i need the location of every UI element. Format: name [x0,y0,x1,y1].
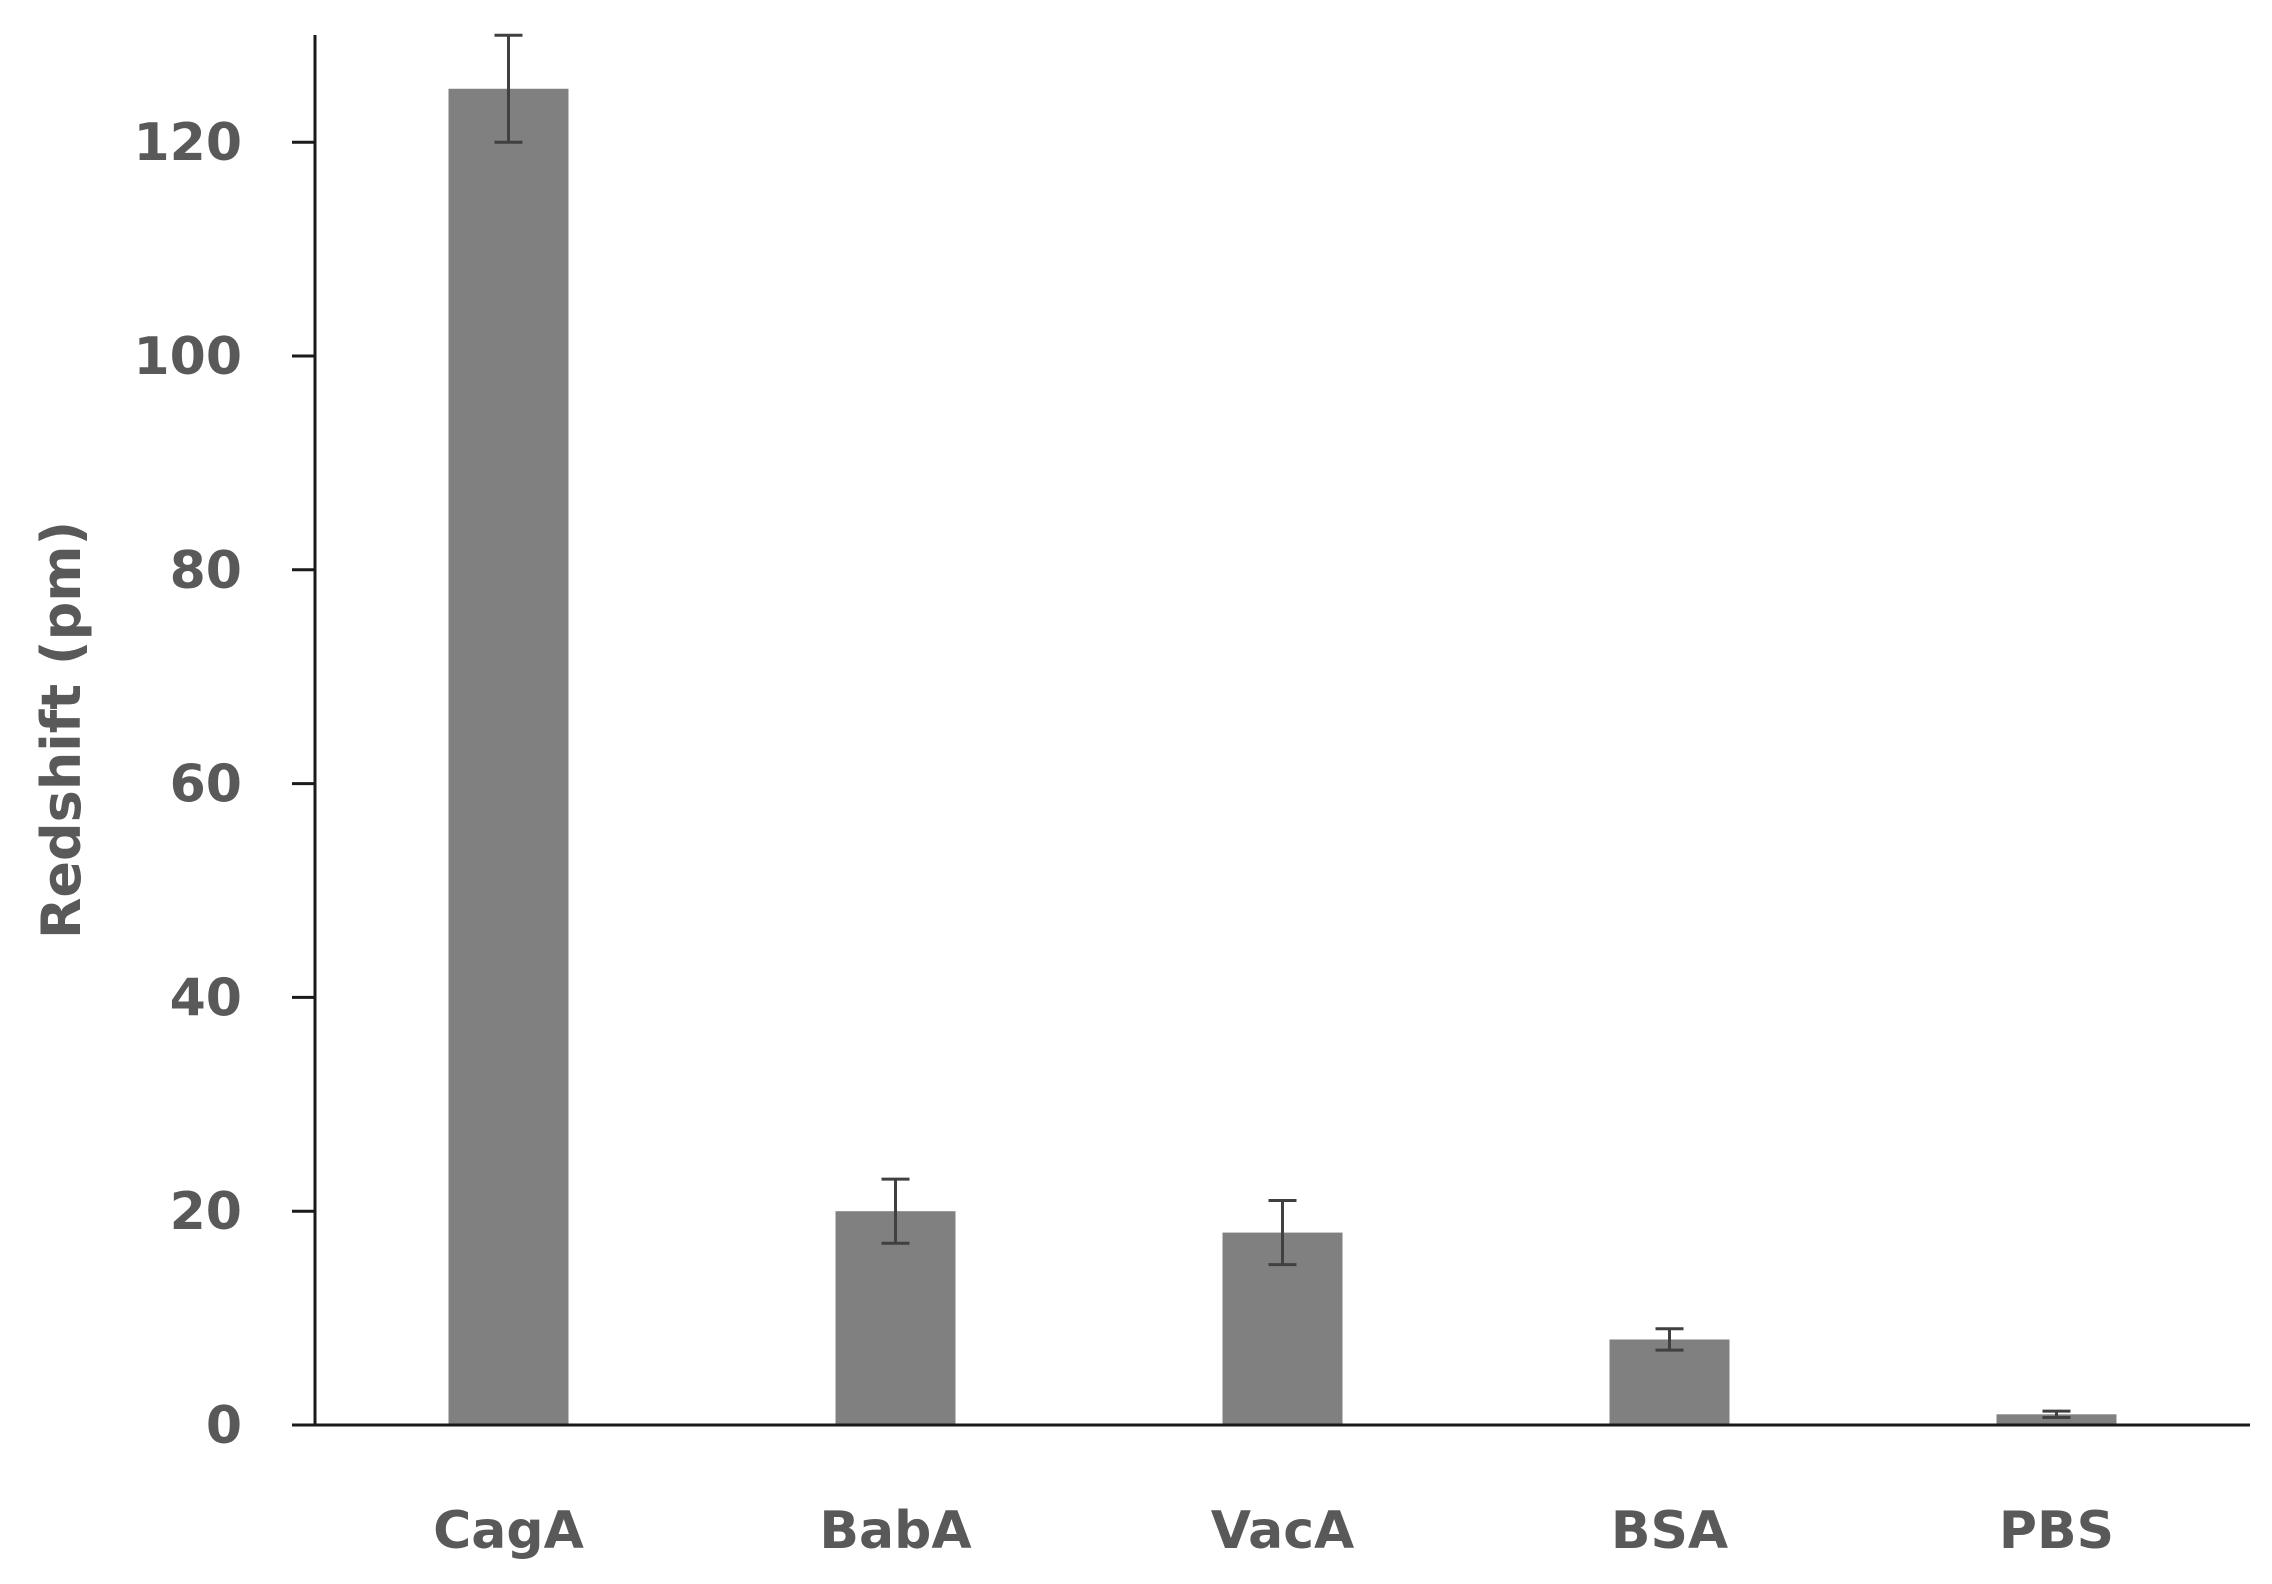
x-tick-label: CagA [433,1501,584,1561]
error-bars-layer [494,33,2071,1420]
y-tick-label: 80 [170,541,242,601]
bar-caga [448,88,569,1425]
bar-bsa [1609,1339,1730,1425]
y-tick-label: 20 [170,1182,242,1242]
x-tick-label: BSA [1611,1501,1728,1561]
y-tick-label: 60 [170,755,242,815]
y-tick-label: 40 [170,968,242,1028]
bars-layer [448,88,2117,1425]
x-tick-label: BabA [819,1501,971,1561]
error-bar-caga [494,33,523,144]
x-tick-labels: CagA BabA VacA BSA PBS [433,1501,2114,1561]
error-bar-pbs [2042,1409,2071,1420]
axes-layer [292,35,2250,1427]
y-axis-title: Redshift (pm) [30,521,93,939]
x-tick-label: PBS [1999,1501,2114,1561]
y-tick-label: 120 [133,113,242,173]
error-bar-baba [881,1177,910,1245]
error-bar-bsa [1655,1327,1684,1352]
y-tick-label: 100 [133,327,242,387]
x-tick-label: VacA [1211,1501,1355,1561]
error-bar-vaca [1268,1199,1297,1267]
y-tick-labels: 0 20 40 60 80 100 120 [133,113,242,1456]
bar-baba [835,1211,956,1425]
bar-pbs [1996,1414,2117,1425]
y-tick-label: 0 [206,1396,242,1456]
